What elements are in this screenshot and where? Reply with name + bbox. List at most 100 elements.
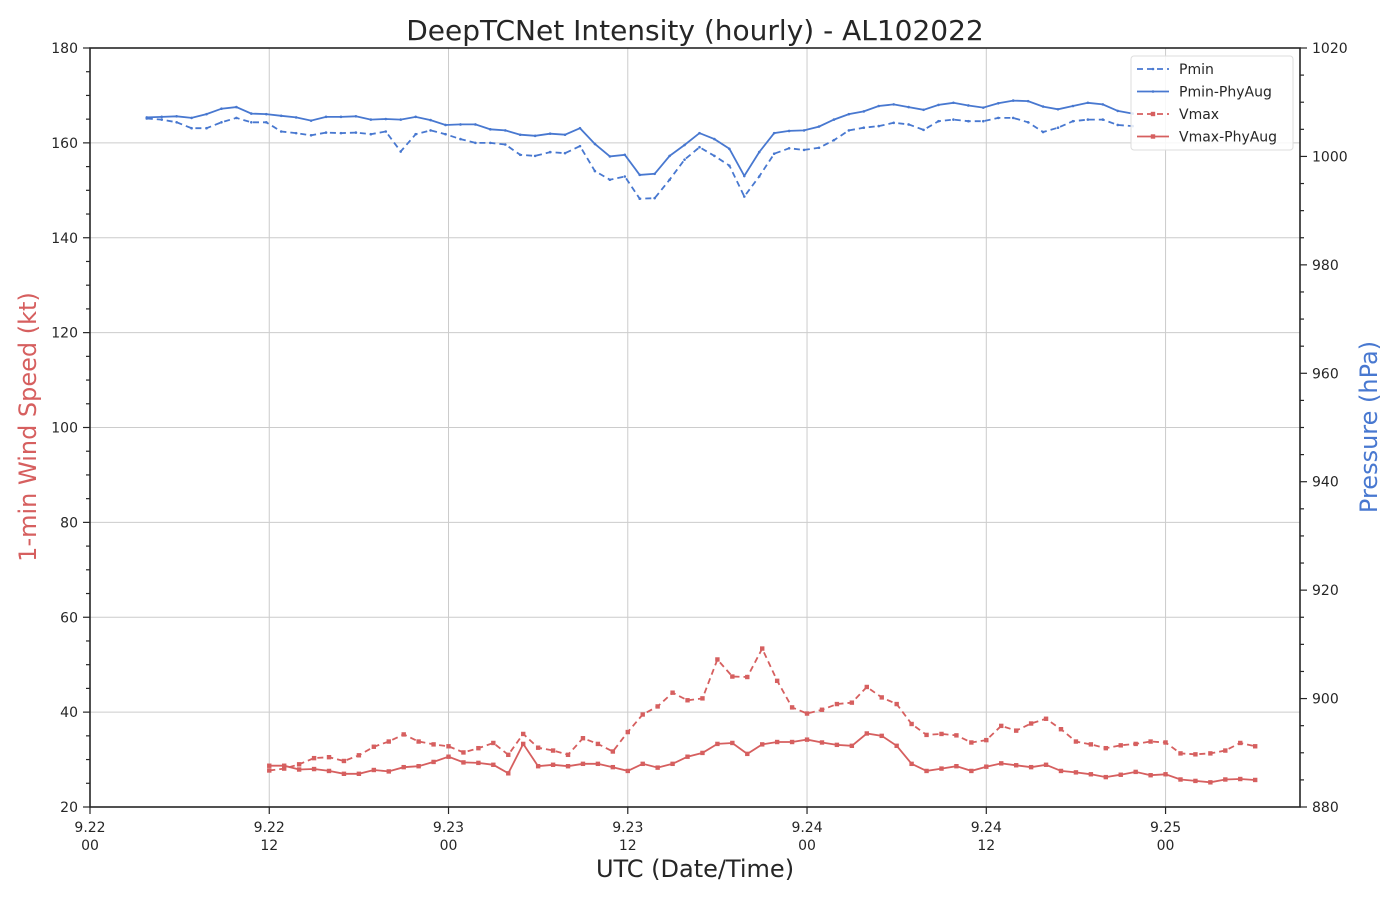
vmax-marker bbox=[1088, 742, 1094, 747]
pmin-marker bbox=[623, 175, 627, 178]
x-tick-label-hour: 00 bbox=[440, 838, 458, 854]
pmin-phyaug-marker bbox=[847, 112, 851, 116]
pmin-phyaug-marker bbox=[459, 123, 462, 126]
vmax-marker bbox=[1058, 727, 1064, 732]
right-tick-label: 1020 bbox=[1312, 41, 1348, 57]
pmin-line bbox=[146, 116, 1133, 200]
pmin-phyaug-series bbox=[145, 99, 1134, 178]
vmax-marker bbox=[521, 731, 526, 737]
pmin-marker bbox=[1026, 120, 1030, 124]
vmax-phyaug-marker bbox=[655, 765, 660, 770]
pmin-phyaug-marker bbox=[1026, 99, 1030, 103]
vmax-marker bbox=[670, 690, 675, 695]
x-tick-label-hour: 00 bbox=[798, 838, 816, 854]
left-tick-label: 80 bbox=[60, 515, 78, 531]
pmin-marker bbox=[892, 121, 895, 125]
vmax-phyaug-marker bbox=[1223, 777, 1228, 782]
pmin-marker bbox=[518, 153, 522, 157]
pmin-phyaug-marker bbox=[638, 173, 642, 177]
pmin-marker bbox=[160, 118, 164, 121]
pmin-phyaug-marker bbox=[279, 114, 283, 118]
pmin-marker bbox=[474, 141, 477, 145]
vmax-phyaug-marker bbox=[1088, 772, 1094, 777]
pmin-marker bbox=[309, 133, 313, 137]
x-tick-label-hour: 00 bbox=[81, 838, 99, 854]
vmax-phyaug-marker bbox=[1178, 777, 1183, 782]
pmin-marker bbox=[713, 154, 716, 158]
pmin-phyaug-marker bbox=[698, 131, 701, 135]
pmin-marker bbox=[1086, 118, 1090, 121]
pmin-phyaug-marker bbox=[1101, 103, 1105, 106]
vmax-phyaug-marker bbox=[326, 768, 332, 774]
x-tick-label-date: 9.23 bbox=[612, 820, 643, 836]
vmax-legend-marker bbox=[1150, 111, 1156, 117]
left-tick-label: 140 bbox=[51, 231, 78, 247]
pmin-phyaug-marker bbox=[1011, 99, 1015, 102]
vmax-marker bbox=[1013, 728, 1019, 733]
pmin-marker bbox=[847, 129, 851, 132]
pmin-marker bbox=[952, 118, 955, 121]
pmin-marker bbox=[444, 132, 447, 136]
vmax-marker bbox=[281, 766, 287, 771]
pmin-phyaug-marker bbox=[205, 112, 208, 116]
pmin-phyaug-marker bbox=[503, 129, 507, 132]
pmin-marker bbox=[1011, 116, 1015, 120]
pmin-marker bbox=[862, 126, 866, 129]
vmax-marker bbox=[446, 744, 451, 749]
grid-lines bbox=[89, 47, 1300, 808]
vmax-phyaug-marker bbox=[311, 766, 317, 772]
vmax-series bbox=[267, 646, 1258, 773]
pmin-marker bbox=[638, 197, 642, 201]
vmax-phyaug-marker bbox=[1118, 772, 1123, 777]
vmax-phyaug-marker bbox=[371, 767, 377, 773]
vmax-phyaug-marker bbox=[595, 761, 601, 767]
pmin-marker bbox=[608, 178, 612, 182]
pmin-phyaug-legend-marker bbox=[1151, 90, 1155, 93]
pmin-phyaug-marker bbox=[324, 115, 328, 119]
vmax-marker bbox=[774, 678, 780, 684]
vmax-marker bbox=[730, 674, 735, 679]
vmax-phyaug-marker bbox=[356, 771, 362, 776]
vmax-marker bbox=[1148, 739, 1153, 744]
vmax-phyaug-marker bbox=[730, 740, 735, 746]
vmax-phyaug-marker bbox=[267, 763, 272, 768]
vmax-marker bbox=[461, 750, 466, 755]
vmax-phyaug-marker bbox=[834, 742, 840, 748]
vmax-marker bbox=[745, 674, 750, 680]
pmin-phyaug-marker bbox=[160, 115, 164, 119]
legend: Pmin Pmin-PhyAug Vmax Vmax-PhyAug bbox=[1130, 55, 1294, 151]
vmax-phyaug-series bbox=[267, 731, 1258, 785]
pmin-phyaug-marker bbox=[309, 119, 313, 122]
vmax-marker bbox=[356, 753, 362, 758]
vmax-phyaug-marker bbox=[1013, 763, 1019, 768]
vmax-phyaug-marker bbox=[939, 766, 944, 771]
pmin-marker bbox=[922, 128, 925, 132]
vmax-marker bbox=[565, 752, 571, 758]
pmin-phyaug-marker bbox=[354, 115, 358, 118]
vmax-marker bbox=[267, 768, 272, 773]
vmax-marker bbox=[760, 646, 765, 651]
pmin-marker bbox=[1056, 126, 1060, 129]
pmin-marker bbox=[324, 131, 328, 134]
vmax-marker bbox=[431, 742, 436, 747]
vmax-phyaug-marker bbox=[610, 764, 616, 770]
vmax-marker bbox=[984, 737, 989, 743]
pmin-legend-marker bbox=[1151, 67, 1155, 71]
vmax-marker bbox=[715, 657, 720, 662]
vmax-marker bbox=[924, 732, 929, 738]
pmin-marker bbox=[757, 175, 761, 178]
left-tick-label: 160 bbox=[51, 136, 78, 152]
vmax-marker bbox=[1238, 740, 1243, 746]
vmax-marker bbox=[1118, 743, 1123, 748]
pmin-marker bbox=[728, 164, 731, 167]
pmin-phyaug-marker bbox=[757, 150, 761, 154]
pmin-phyaug-marker bbox=[190, 116, 193, 120]
vmax-marker bbox=[595, 741, 601, 747]
left-tick-label: 40 bbox=[60, 705, 78, 721]
vmax-marker bbox=[685, 698, 690, 703]
pmin-marker bbox=[877, 124, 881, 128]
vmax-phyaug-marker bbox=[476, 760, 481, 766]
pmin-phyaug-marker bbox=[175, 115, 178, 118]
vmax-phyaug-marker bbox=[774, 739, 780, 745]
